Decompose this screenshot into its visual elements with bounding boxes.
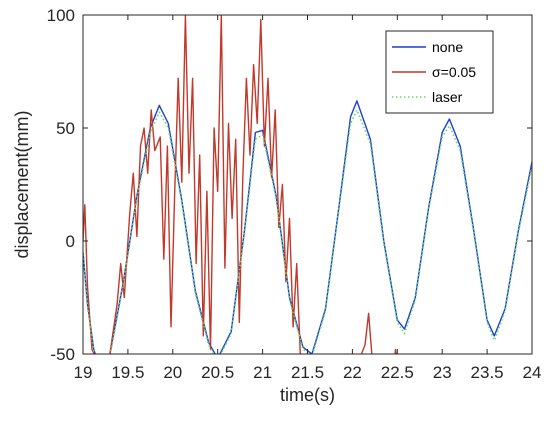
x-tick-label: 22.5 [381,363,414,382]
y-tick-label: 0 [66,232,75,251]
y-tick-label: 50 [56,119,75,138]
legend-label: σ=0.05 [432,64,476,80]
x-tick-label: 20.5 [201,363,234,382]
x-tick-label: 23.5 [471,363,504,382]
x-tick-label: 19 [74,363,93,382]
legend: none σ=0.05 laser [385,30,494,114]
x-tick-label: 21 [253,363,272,382]
x-axis-label: time(s) [280,385,335,405]
x-tick-label: 20 [163,363,182,382]
x-tick-label: 22 [343,363,362,382]
x-tick-label: 23 [433,363,452,382]
x-tick-label: 19.5 [111,363,144,382]
y-tick-label: -50 [50,345,75,364]
legend-label: none [432,39,463,55]
x-axis: 19 19.5 20 20.5 21 21.5 22 22.5 23 23.5 24 [74,15,542,382]
series-layer [83,15,532,354]
legend-label: laser [432,89,463,105]
x-tick-label: 24 [523,363,542,382]
x-tick-label: 21.5 [291,363,324,382]
y-axis-label: displacement(mm) [12,110,32,258]
y-axis: -50 0 50 100 [47,6,532,364]
y-tick-label: 100 [47,6,75,25]
